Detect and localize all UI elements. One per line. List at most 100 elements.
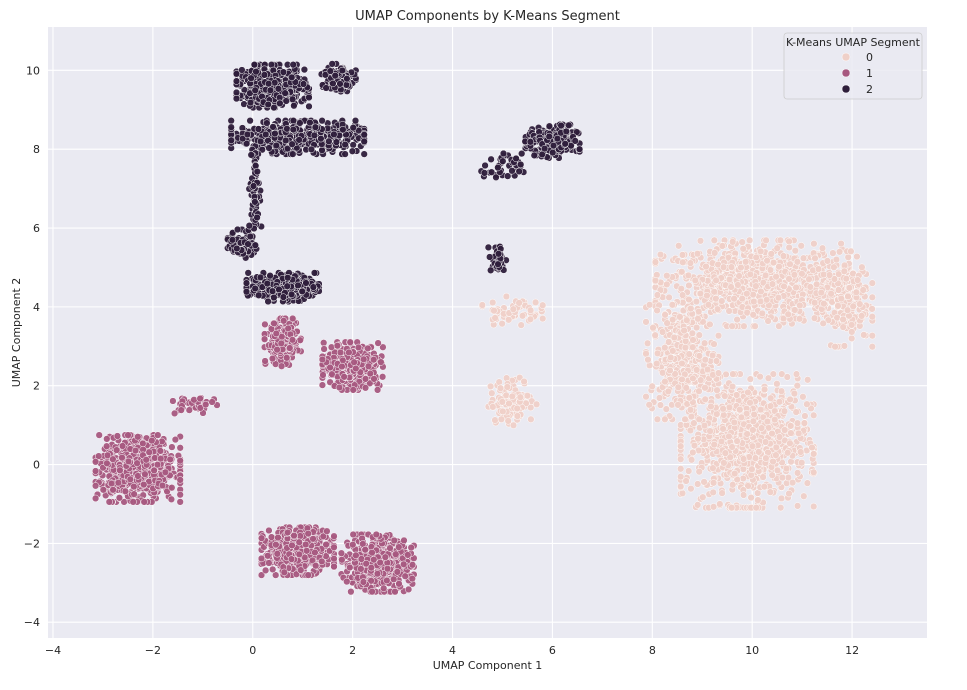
data-point-segment-0 — [676, 313, 684, 321]
data-point-segment-0 — [721, 392, 729, 400]
data-point-segment-1 — [280, 317, 288, 325]
data-point-segment-0 — [694, 435, 702, 443]
data-point-segment-1 — [302, 540, 310, 549]
data-point-segment-0 — [776, 236, 785, 244]
data-point-segment-0 — [790, 271, 799, 279]
data-point-segment-0 — [844, 292, 852, 301]
data-point-segment-0 — [689, 343, 697, 351]
data-point-segment-0 — [491, 314, 499, 322]
data-point-segment-0 — [677, 455, 685, 463]
data-point-segment-0 — [772, 451, 780, 459]
data-point-segment-0 — [694, 315, 702, 323]
data-point-segment-0 — [858, 263, 866, 271]
data-point-segment-0 — [651, 258, 660, 266]
data-point-segment-0 — [728, 504, 736, 512]
data-point-segment-0 — [681, 415, 689, 423]
data-point-segment-1 — [336, 348, 345, 357]
data-point-segment-0 — [860, 331, 868, 339]
data-point-segment-0 — [781, 426, 789, 434]
data-point-segment-0 — [527, 415, 535, 423]
data-point-segment-1 — [376, 558, 384, 567]
data-point-segment-1 — [368, 588, 376, 596]
data-point-segment-1 — [295, 550, 303, 559]
data-point-segment-1 — [290, 531, 298, 540]
data-point-segment-0 — [685, 394, 693, 402]
data-point-segment-0 — [488, 389, 496, 397]
data-point-segment-1 — [335, 383, 344, 392]
data-point-segment-1 — [318, 557, 326, 566]
data-point-segment-0 — [691, 276, 699, 285]
data-point-segment-1 — [280, 568, 288, 576]
data-point-segment-0 — [766, 488, 774, 496]
data-point-segment-0 — [756, 297, 765, 306]
data-point-segment-0 — [740, 322, 748, 330]
data-point-segment-0 — [662, 405, 670, 413]
data-point-segment-0 — [716, 500, 724, 508]
data-point-segment-1 — [158, 481, 167, 490]
data-point-segment-0 — [520, 377, 528, 386]
plot-background — [48, 27, 927, 638]
data-point-segment-0 — [738, 238, 746, 246]
data-point-segment-0 — [829, 249, 837, 257]
data-point-segment-0 — [859, 286, 867, 294]
data-point-segment-0 — [678, 268, 686, 276]
data-point-segment-0 — [749, 290, 757, 299]
data-point-segment-0 — [499, 407, 507, 416]
data-point-segment-0 — [798, 459, 806, 467]
data-point-segment-0 — [745, 236, 754, 244]
data-point-segment-0 — [700, 339, 709, 347]
data-point-segment-1 — [296, 336, 304, 344]
data-point-segment-0 — [793, 258, 802, 266]
data-point-segment-0 — [694, 480, 702, 488]
data-point-segment-1 — [312, 562, 320, 570]
data-point-segment-0 — [852, 288, 860, 296]
data-point-segment-0 — [793, 382, 801, 390]
data-point-segment-1 — [118, 442, 127, 450]
data-point-segment-0 — [868, 305, 876, 313]
data-point-segment-0 — [504, 417, 512, 425]
data-point-segment-0 — [790, 389, 799, 398]
data-point-segment-1 — [347, 588, 355, 596]
data-point-segment-0 — [761, 438, 770, 446]
data-point-segment-1 — [383, 565, 392, 573]
data-point-segment-0 — [853, 252, 861, 261]
data-point-segment-0 — [837, 294, 845, 303]
data-point-segment-1 — [326, 363, 334, 372]
data-point-segment-0 — [791, 247, 799, 255]
data-point-segment-0 — [709, 479, 718, 487]
data-point-segment-1 — [270, 319, 278, 328]
data-point-segment-1 — [319, 371, 327, 379]
data-point-segment-0 — [685, 350, 693, 358]
data-point-segment-0 — [775, 322, 783, 330]
data-point-segment-1 — [150, 466, 158, 475]
data-point-segment-0 — [498, 398, 506, 406]
data-point-segment-0 — [539, 301, 547, 309]
data-point-segment-0 — [697, 376, 705, 384]
data-point-segment-0 — [704, 301, 713, 309]
data-point-segment-0 — [695, 307, 703, 316]
data-point-segment-0 — [749, 311, 757, 319]
data-point-segment-0 — [775, 433, 784, 441]
data-point-segment-1 — [169, 397, 177, 405]
data-point-segment-0 — [713, 305, 722, 313]
data-point-segment-1 — [273, 346, 281, 354]
data-point-segment-1 — [272, 541, 280, 549]
data-point-segment-1 — [343, 577, 351, 586]
data-point-segment-0 — [797, 448, 805, 456]
data-point-segment-1 — [176, 491, 184, 499]
data-point-segment-1 — [176, 444, 184, 452]
data-point-segment-0 — [787, 422, 795, 430]
data-point-segment-0 — [679, 258, 687, 266]
data-point-segment-0 — [739, 474, 747, 483]
data-point-segment-0 — [513, 404, 521, 413]
data-point-segment-1 — [395, 580, 403, 588]
data-point-segment-0 — [800, 492, 808, 500]
data-point-segment-0 — [692, 323, 701, 332]
data-point-segment-0 — [760, 385, 769, 394]
data-point-segment-0 — [706, 320, 714, 329]
data-point-segment-0 — [751, 322, 759, 330]
data-point-segment-0 — [682, 477, 690, 485]
data-point-segment-1 — [91, 467, 100, 475]
data-point-segment-0 — [711, 249, 719, 257]
data-point-segment-0 — [774, 294, 783, 302]
